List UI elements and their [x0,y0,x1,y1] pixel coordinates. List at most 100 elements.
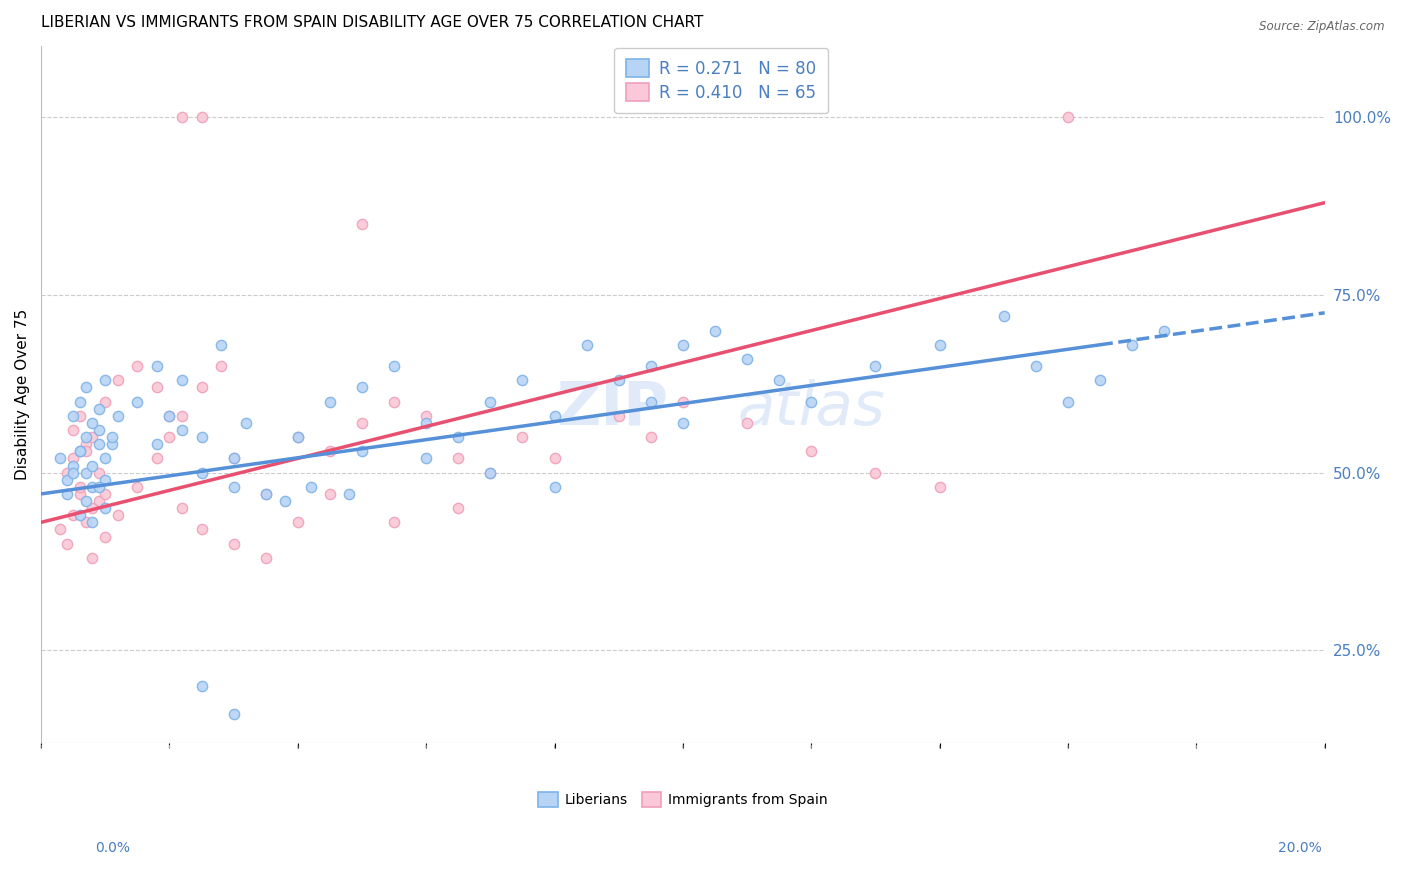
Text: 20.0%: 20.0% [1278,841,1322,855]
Point [575,338,598,352]
Point [87,466,110,480]
Point [172,111,194,125]
Point [287,516,309,530]
Legend: Liberians, Immigrants from Spain: Liberians, Immigrants from Spain [530,784,837,815]
Point [735,351,758,366]
Point [672,416,695,430]
Point [447,451,470,466]
Point [350,217,373,231]
Point [62,508,84,523]
Point [62,458,84,473]
Point [672,394,695,409]
Point [159,430,181,444]
Point [543,409,565,423]
Point [75,444,97,458]
Point [190,111,212,125]
Point [319,394,342,409]
Point [865,359,887,373]
Point [82,458,104,473]
Point [62,451,84,466]
Point [254,487,277,501]
Point [415,451,437,466]
Point [640,359,662,373]
Point [69,444,91,458]
Point [107,373,129,387]
Point [350,444,373,458]
Point [75,380,97,394]
Point [222,536,245,550]
Point [190,380,212,394]
Point [55,466,77,480]
Point [299,480,322,494]
Point [127,480,149,494]
Point [69,487,91,501]
Point [1057,394,1080,409]
Point [87,437,110,451]
Point [512,430,534,444]
Point [865,466,887,480]
Point [222,451,245,466]
Point [672,338,695,352]
Point [49,523,72,537]
Text: LIBERIAN VS IMMIGRANTS FROM SPAIN DISABILITY AGE OVER 75 CORRELATION CHART: LIBERIAN VS IMMIGRANTS FROM SPAIN DISABI… [41,15,703,30]
Point [640,394,662,409]
Point [69,444,91,458]
Point [928,480,950,494]
Point [94,394,117,409]
Point [55,536,77,550]
Point [254,550,277,565]
Point [319,487,342,501]
Point [382,516,405,530]
Point [415,409,437,423]
Point [993,310,1015,324]
Point [222,480,245,494]
Point [382,359,405,373]
Point [49,451,72,466]
Point [87,480,110,494]
Point [235,416,257,430]
Point [190,679,212,693]
Point [607,373,630,387]
Point [222,451,245,466]
Text: Source: ZipAtlas.com: Source: ZipAtlas.com [1260,20,1385,33]
Point [82,550,104,565]
Point [274,494,297,508]
Point [735,416,758,430]
Point [479,466,502,480]
Point [127,359,149,373]
Point [415,416,437,430]
Point [1025,359,1047,373]
Point [145,380,167,394]
Point [94,473,117,487]
Y-axis label: Disability Age Over 75: Disability Age Over 75 [15,309,30,480]
Point [107,409,129,423]
Point [543,451,565,466]
Point [69,409,91,423]
Point [337,487,360,501]
Point [254,487,277,501]
Point [75,437,97,451]
Point [172,409,194,423]
Point [145,359,167,373]
Point [75,430,97,444]
Point [87,494,110,508]
Point [287,430,309,444]
Point [94,487,117,501]
Point [94,529,117,543]
Point [82,480,104,494]
Point [382,394,405,409]
Point [209,359,232,373]
Point [69,480,91,494]
Point [82,501,104,516]
Point [145,437,167,451]
Point [543,480,565,494]
Point [172,423,194,437]
Point [82,416,104,430]
Point [172,373,194,387]
Point [94,373,117,387]
Point [145,451,167,466]
Point [82,516,104,530]
Point [87,423,110,437]
Point [87,401,110,416]
Point [447,430,470,444]
